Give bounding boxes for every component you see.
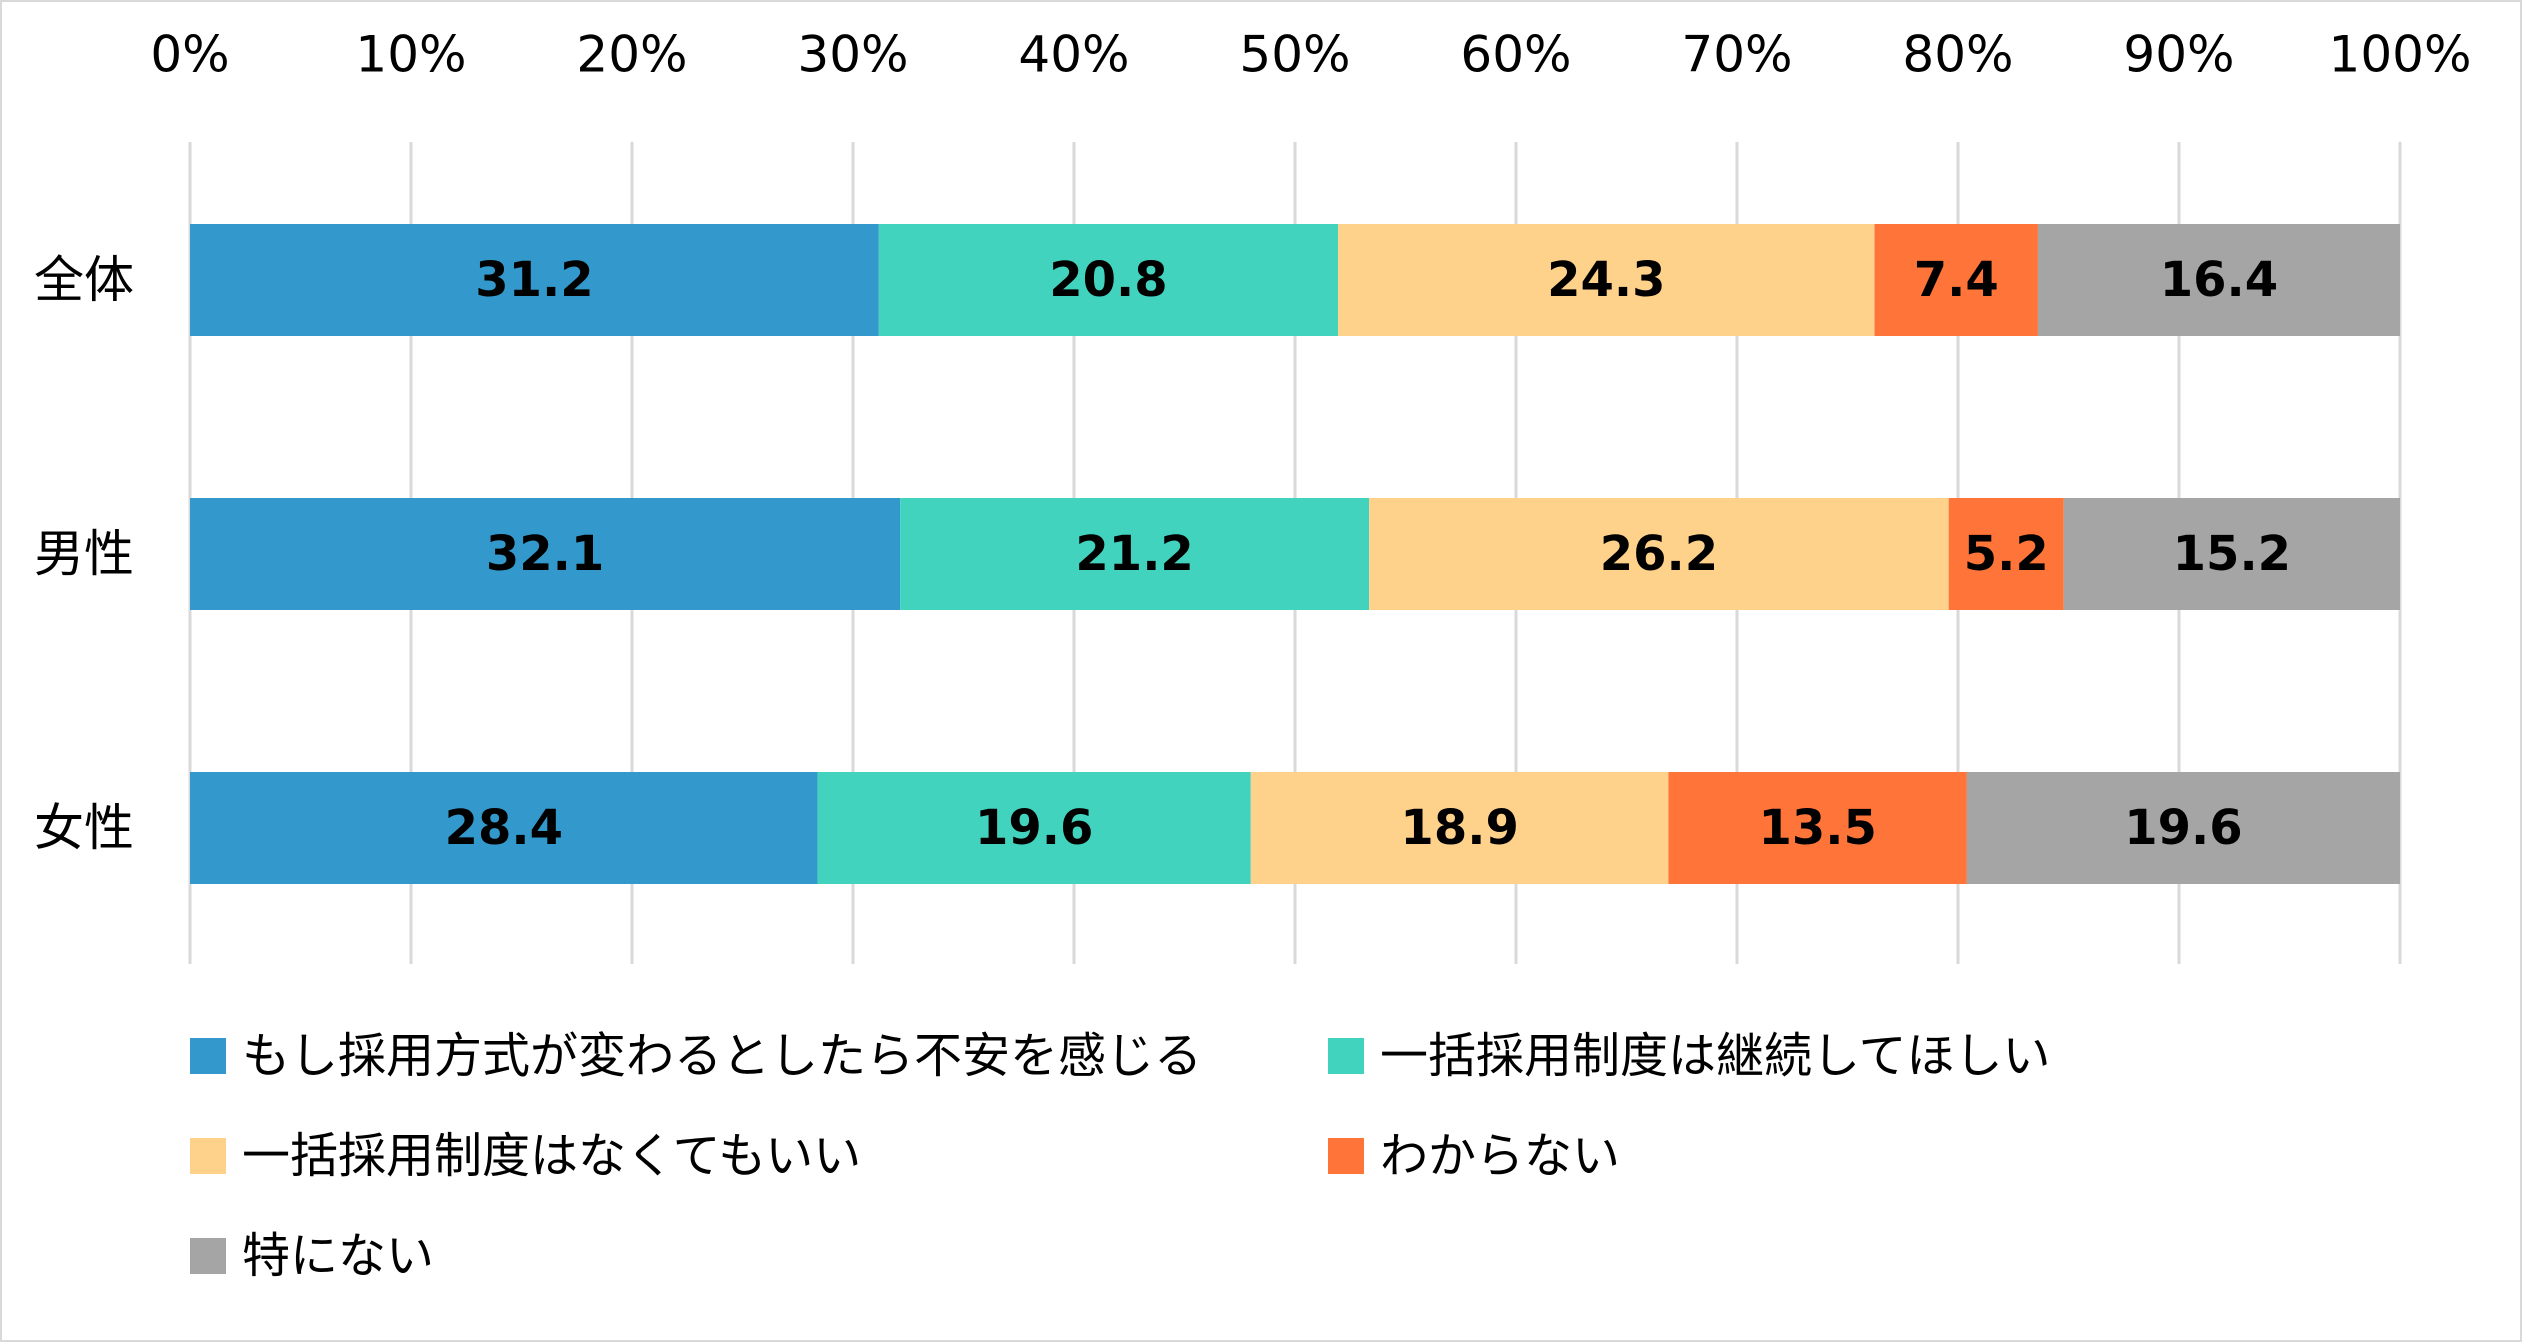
x-tick-label: 50% [1239, 26, 1350, 84]
data-label: 13.5 [1758, 800, 1876, 856]
bar-segment [190, 224, 879, 336]
bar-segment [1338, 224, 1875, 336]
legend-label: 一括採用制度はなくてもいい [242, 1128, 861, 1184]
x-tick-label: 80% [1902, 26, 2013, 84]
bar-segment [817, 772, 1251, 884]
bar-segment [190, 498, 901, 610]
legend-swatch [190, 1238, 226, 1274]
legend-swatch [1328, 1138, 1364, 1174]
data-label: 20.8 [1049, 252, 1167, 308]
x-tick-label: 40% [1018, 26, 1129, 84]
bar-segment [1369, 498, 1949, 610]
x-tick-label: 10% [355, 26, 466, 84]
data-label: 26.2 [1600, 526, 1718, 582]
data-label: 24.3 [1547, 252, 1665, 308]
data-label: 7.4 [1914, 252, 1999, 308]
bar-segment [190, 772, 818, 884]
x-tick-label: 60% [1460, 26, 1571, 84]
bar-segment [900, 498, 1370, 610]
x-tick-label: 100% [2329, 26, 2472, 84]
legend-label: わからない [1380, 1128, 1620, 1184]
legend-label: もし採用方式が変わるとしたら不安を感じる [242, 1028, 1202, 1084]
legend-swatch [1328, 1038, 1364, 1074]
data-label: 28.4 [445, 800, 563, 856]
data-label: 15.2 [2173, 526, 2291, 582]
category-label: 女性 [34, 799, 134, 857]
data-label: 21.2 [1075, 526, 1193, 582]
data-label: 19.6 [2124, 800, 2242, 856]
data-label: 5.2 [1964, 526, 2049, 582]
data-label: 18.9 [1400, 800, 1518, 856]
legend-label: 一括採用制度は継続してほしい [1380, 1028, 2051, 1084]
x-tick-label: 30% [797, 26, 908, 84]
x-tick-label: 0% [150, 26, 229, 84]
bar-segment [1668, 772, 1967, 884]
data-label: 19.6 [975, 800, 1093, 856]
legend-label: 特にない [242, 1228, 434, 1284]
category-label: 男性 [34, 525, 134, 583]
bar-segment [1250, 772, 1669, 884]
data-labels: 31.2 20.8 24.3 7.4 16.4 32.1 21.2 26.2 5.2 15.2 28… [445, 252, 2291, 856]
bar-segment [1966, 772, 2400, 884]
bar-segment [2063, 498, 2400, 610]
data-label: 32.1 [486, 526, 604, 582]
legend-swatch [190, 1138, 226, 1174]
bar-segment [1948, 498, 2064, 610]
data-label: 16.4 [2160, 252, 2278, 308]
x-tick-label: 20% [576, 26, 687, 84]
bar-segments [190, 224, 2400, 884]
legend-swatch [190, 1038, 226, 1074]
bar-segment [878, 224, 1339, 336]
data-label: 31.2 [475, 252, 593, 308]
bar-segment [1874, 224, 2038, 336]
x-axis-ticks: 0% 10% 20% 30% 40% 50% 60% 70% 80% 90% 100% [150, 26, 2471, 84]
legend: もし採用方式が変わるとしたら不安を感じる 一括採用制度は継続してほしい一括採用制度… [190, 1028, 2051, 1284]
x-tick-label: 90% [2123, 26, 2234, 84]
x-tick-label: 70% [1681, 26, 1792, 84]
bar-segment [2037, 224, 2400, 336]
category-label: 全体 [34, 251, 134, 309]
